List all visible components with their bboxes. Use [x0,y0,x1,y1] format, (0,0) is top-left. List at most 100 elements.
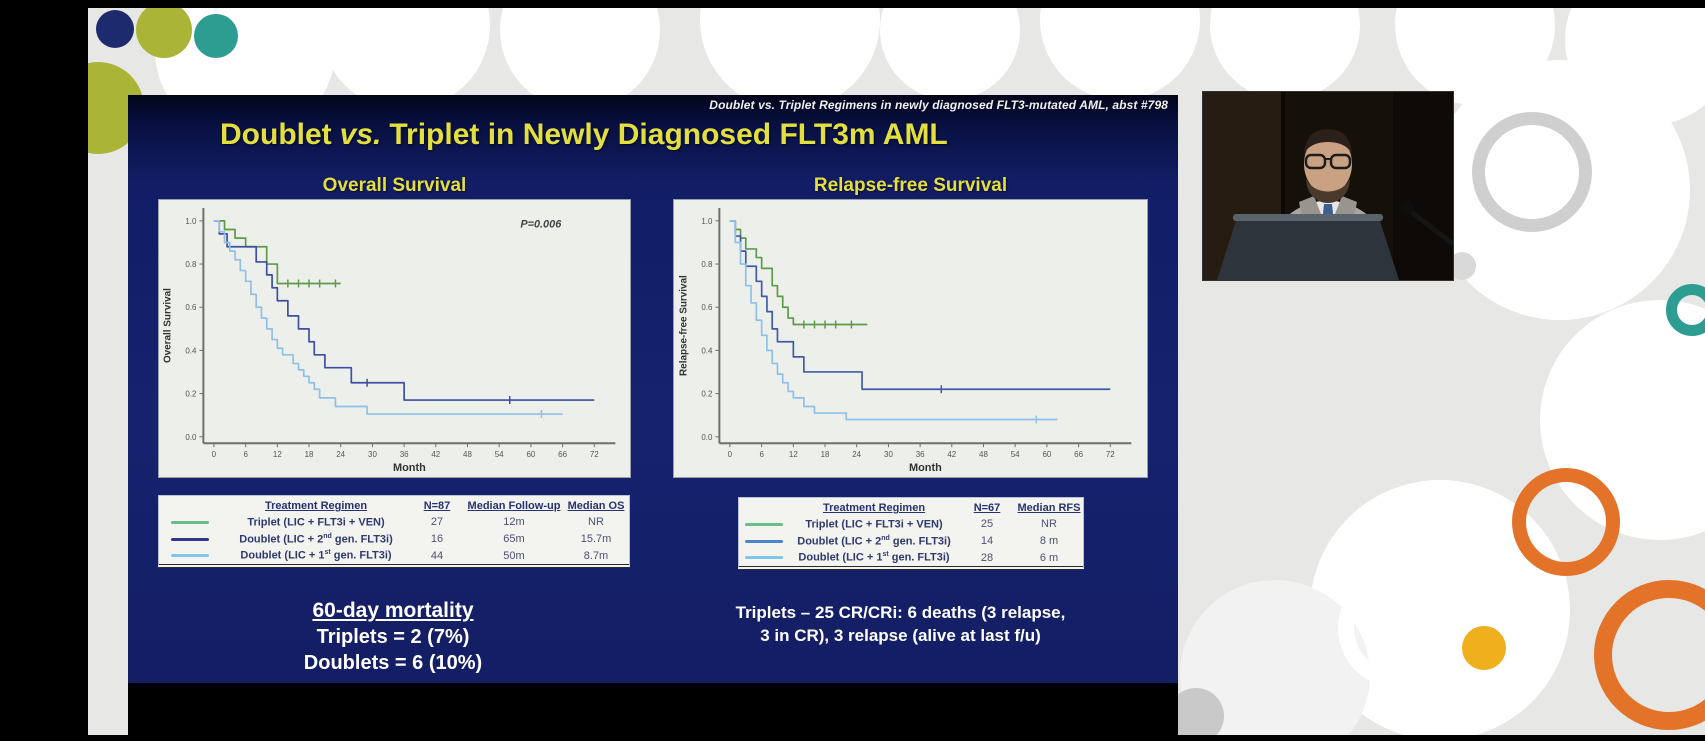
decor-circle-teal [194,14,238,58]
slide-video-feed: Doublet vs. Triplet Regimens in newly di… [128,95,1178,735]
svg-text:Overall Survival: Overall Survival [163,288,174,363]
section-title-relapse-free-survival: Relapse-free Survival [813,175,1008,196]
rfs-note-line: 3 in CR), 3 relapse (alive at last f/u) [760,625,1041,645]
svg-text:0.0: 0.0 [701,433,713,442]
microphone-icon [1407,208,1453,246]
svg-text:66: 66 [558,450,567,459]
mortality-title: 60-day mortality [312,599,474,622]
letterbox-bar [0,0,88,741]
decor-circle [1210,8,1360,100]
svg-text:P=0.006: P=0.006 [520,218,562,230]
svg-text:0.2: 0.2 [701,390,713,399]
table-row: Doublet (LIC + 1st gen. FLT3i) 44 50m 8.… [159,547,629,564]
svg-text:30: 30 [884,450,893,459]
svg-text:54: 54 [1011,450,1020,459]
rfs-outcome-note: Triplets – 25 CR/CRi: 6 deaths (3 relaps… [693,602,1108,648]
letterbox-bar [0,735,1705,741]
page-title: Doublet vs. Triplet in Newly Diagnosed FLT… [220,118,948,151]
letterbox-bar [0,0,1705,8]
svg-text:Month: Month [393,462,426,474]
rfs-chart-panel: 0 6 12 18 24 30 36 42 48 54 60 66 72 0.0 0.2 0.4 0.6 0.8 1… [673,199,1148,478]
presentation-slide: Doublet vs. Triplet Regimens in newly di… [128,95,1178,683]
slide-header-note: Doublet vs. Triplet Regimens in newly di… [709,98,1168,112]
svg-text:66: 66 [1074,450,1083,459]
decor-ring-white [1580,368,1700,488]
svg-text:30: 30 [368,450,377,459]
decor-circle-olive [136,8,192,58]
hair [1304,129,1352,158]
mortality-line: Triplets = 2 (7%) [316,626,470,649]
series-swatch [171,554,209,558]
svg-text:24: 24 [852,450,861,459]
svg-text:18: 18 [305,450,314,459]
table-header-row: Treatment Regimen N=67 Median RFS [822,502,1081,514]
svg-text:42: 42 [947,450,956,459]
mortality-line: Doublets = 6 (10%) [303,652,483,675]
table-row: Triplet (LIC + FLT3i + VEN) 27 12m NR [159,514,629,531]
rfs-legend-table: Treatment Regimen N=67 Median RFS Triple… [738,497,1084,570]
svg-text:12: 12 [273,450,282,459]
table-row: Doublet (LIC + 2nd gen. FLT3i) 16 65m 15… [159,531,629,548]
svg-text:0.4: 0.4 [701,346,713,355]
svg-text:0.6: 0.6 [701,303,713,312]
mortality-note: 60-day mortality Triplets = 2 (7%) Doubl… [183,597,603,676]
svg-text:60: 60 [1042,450,1051,459]
series-swatch [745,522,783,526]
decor-ring-teal [1666,284,1705,336]
svg-text:Relapse-free Survival: Relapse-free Survival [679,275,690,376]
svg-text:0.0: 0.0 [185,433,197,442]
series-swatch [171,537,209,541]
series-swatch [171,520,209,524]
svg-text:0.6: 0.6 [185,303,197,312]
series-swatch [745,539,783,543]
glasses-icon [1304,153,1327,170]
rfs-km-chart: 0 6 12 18 24 30 36 42 48 54 60 66 72 0.0 0.2 0.4 0.6 0.8 1… [679,207,1132,474]
svg-text:1.0: 1.0 [185,217,197,226]
svg-text:72: 72 [590,450,599,459]
table-row: Doublet (LIC + 2nd gen. FLT3i) 14 8 m [739,533,1083,550]
svg-text:0: 0 [728,450,733,459]
decor-circle-yellow [1462,626,1506,670]
svg-text:0: 0 [212,450,217,459]
svg-text:0.2: 0.2 [185,390,197,399]
svg-text:1.0: 1.0 [701,217,713,226]
beard [1306,178,1350,203]
presenter-figure [1203,92,1453,280]
svg-text:36: 36 [916,450,925,459]
svg-text:6: 6 [243,450,248,459]
decor-circle-navy [96,10,134,48]
os-km-chart: 0 6 12 18 24 30 36 42 48 54 60 66 72 0.0 0.2 0.4 0.6 0.8 1… [163,207,616,474]
svg-text:48: 48 [979,450,988,459]
svg-text:72: 72 [1106,450,1115,459]
svg-text:24: 24 [336,450,345,459]
svg-text:0.8: 0.8 [185,260,197,269]
laptop [1217,218,1399,280]
table-row: Triplet (LIC + FLT3i + VEN) 25 NR [739,516,1083,533]
svg-text:Month: Month [909,462,942,474]
decor-circle [880,8,1020,100]
presenter-video[interactable] [1203,92,1453,280]
table-header-row: Treatment Regimen N=87 Median Follow-up … [264,500,625,512]
series-swatch [745,556,783,560]
decor-ring-orange [1594,580,1705,730]
decor-ring-orange [1512,468,1620,576]
svg-text:60: 60 [526,450,535,459]
os-legend-table: Treatment Regimen N=87 Median Follow-up … [158,495,630,568]
svg-text:6: 6 [759,450,764,459]
os-chart-panel: 0 6 12 18 24 30 36 42 48 54 60 66 72 0.0 0.2 0.4 0.6 0.8 1… [158,199,631,478]
svg-text:48: 48 [463,450,472,459]
decor-ring-white [1338,568,1458,688]
decor-circle [1040,8,1200,100]
svg-text:42: 42 [431,450,440,459]
svg-text:54: 54 [495,450,504,459]
svg-text:36: 36 [400,450,409,459]
table-row: Doublet (LIC + 1st gen. FLT3i) 28 6 m [739,549,1083,566]
svg-text:18: 18 [821,450,830,459]
svg-text:12: 12 [789,450,798,459]
decor-ring-gray [1472,112,1592,232]
rfs-note-line: Triplets – 25 CR/CRi: 6 deaths (3 relaps… [735,603,1066,622]
section-title-overall-survival: Overall Survival [322,175,467,196]
face [1304,134,1352,194]
svg-text:0.8: 0.8 [701,260,713,269]
svg-text:0.4: 0.4 [185,346,197,355]
